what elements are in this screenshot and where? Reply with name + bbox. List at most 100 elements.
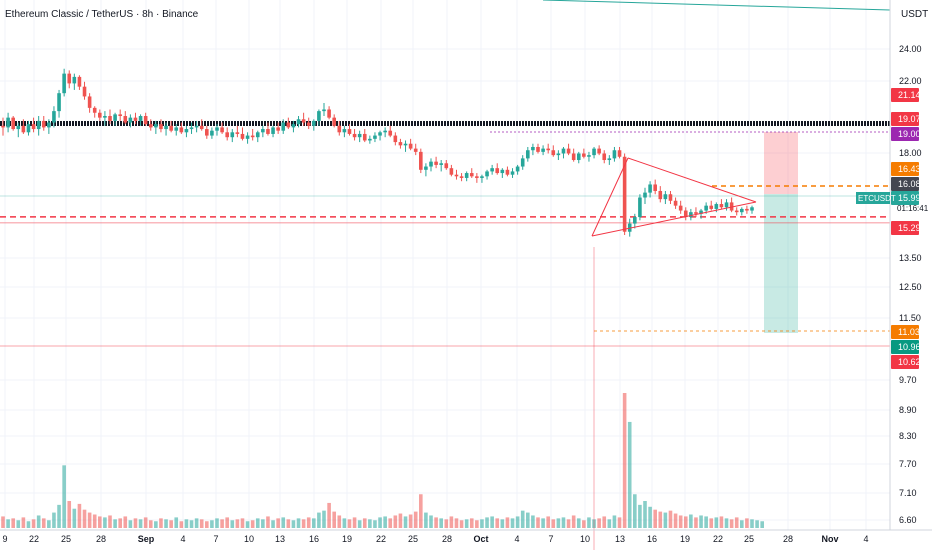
volume-bar — [490, 516, 494, 528]
price-tick-label: 6.60 — [899, 515, 917, 525]
drawings — [542, 0, 891, 550]
time-tick-label: 4 — [180, 534, 185, 544]
volume-bar — [673, 513, 678, 528]
price-label-text: 10.96 — [898, 342, 921, 352]
triangle-upper-edge[interactable] — [627, 157, 757, 203]
candle — [41, 116, 46, 131]
volume-bar — [230, 520, 235, 528]
trendline-top[interactable] — [542, 0, 891, 11]
volume-bar — [546, 516, 550, 528]
candle — [408, 138, 413, 151]
volume-bar — [551, 519, 556, 528]
price-label-tag[interactable]: 19.07 — [891, 112, 921, 126]
candle — [87, 93, 92, 113]
volume-bar — [16, 520, 21, 528]
volume-bar — [638, 504, 642, 528]
triangle-lower-edge[interactable] — [591, 201, 757, 237]
candle — [179, 122, 184, 134]
candle — [31, 117, 36, 133]
volume-bar — [312, 518, 316, 528]
volume-bar — [220, 519, 224, 528]
candle — [322, 102, 326, 117]
candle — [444, 160, 449, 170]
price-label-tag[interactable]: 16.08 — [891, 177, 921, 191]
volume-bar — [633, 494, 637, 528]
candle — [683, 207, 688, 221]
symbol-badge[interactable]: ETCUSDT — [856, 192, 896, 204]
volume-bar — [413, 511, 418, 528]
price-label-text: 15.99 — [898, 193, 921, 203]
candles — [1, 68, 754, 237]
candle — [261, 125, 265, 138]
candle — [556, 150, 561, 161]
volume-bar — [317, 512, 321, 528]
candle — [729, 197, 734, 213]
volume-bar — [515, 516, 520, 528]
candle — [500, 168, 505, 178]
time-tick-label: 4 — [514, 534, 519, 544]
candle — [515, 164, 520, 175]
volume-bar — [327, 502, 331, 528]
volume-bar — [36, 515, 41, 528]
volume-bar — [449, 516, 454, 528]
candle — [281, 119, 286, 134]
price-label-tag[interactable]: 11.03 — [891, 325, 920, 339]
volume-bar — [184, 519, 189, 528]
price-label-tag[interactable]: 16.43 — [891, 162, 921, 176]
volume-bar — [210, 520, 214, 528]
candle — [47, 119, 51, 134]
candle — [653, 179, 657, 195]
volume-bar — [52, 512, 56, 528]
volume-bar — [444, 519, 449, 528]
volume-bar — [174, 517, 179, 528]
price-levels — [0, 121, 890, 347]
symbol-badge-box — [856, 192, 890, 204]
candle — [709, 200, 714, 211]
price-tick-label: 13.50 — [899, 253, 922, 263]
time-tick-label: 25 — [61, 534, 71, 544]
price-labels: 21.14 19.07 19.00 16.43 16.08 15.99 15.29 11.03… — [891, 88, 921, 369]
reward-zone[interactable] — [764, 194, 798, 333]
price-label-tag[interactable]: 10.96 — [891, 340, 921, 354]
price-tick-label: 22.00 — [899, 76, 922, 86]
countdown-badge: 01:16:41 — [897, 204, 929, 213]
triangle-left-edge[interactable] — [591, 157, 629, 237]
volume-bar — [87, 512, 92, 528]
candle — [393, 132, 398, 146]
candle — [419, 148, 423, 174]
time-tick-label: Sep — [138, 534, 155, 544]
candle — [317, 109, 321, 126]
volume-bar — [240, 518, 245, 528]
price-label-tag[interactable]: 19.00 — [891, 127, 921, 141]
trade-zones — [764, 132, 798, 333]
time-tick-label: 16 — [647, 534, 657, 544]
candle — [622, 153, 627, 235]
price-label-tag[interactable]: 15.29 — [891, 221, 921, 235]
volume-bar — [41, 518, 46, 528]
candle — [199, 119, 204, 131]
volume-bar — [194, 518, 199, 528]
candle — [424, 163, 428, 177]
volume-bar — [62, 465, 66, 528]
price-label-tag[interactable]: 21.14 — [891, 88, 921, 102]
volume-bar — [1, 516, 5, 528]
volume-bar — [668, 510, 673, 528]
volume-bar — [531, 515, 535, 528]
volume-bar — [31, 519, 36, 528]
candle — [627, 218, 632, 237]
candle — [510, 168, 515, 178]
volume-bar — [520, 510, 525, 528]
volume-bar — [103, 517, 107, 528]
volume-bar — [154, 521, 158, 528]
risk-zone[interactable] — [764, 132, 798, 194]
price-label-tag[interactable]: 10.62 — [891, 355, 921, 369]
volume-bar — [77, 503, 82, 528]
candle — [663, 190, 668, 205]
candle — [230, 129, 235, 143]
candle — [643, 187, 647, 205]
volume-bar — [291, 520, 296, 528]
volume-bar — [179, 521, 184, 528]
price-label-tag[interactable]: 15.99 — [891, 191, 921, 205]
